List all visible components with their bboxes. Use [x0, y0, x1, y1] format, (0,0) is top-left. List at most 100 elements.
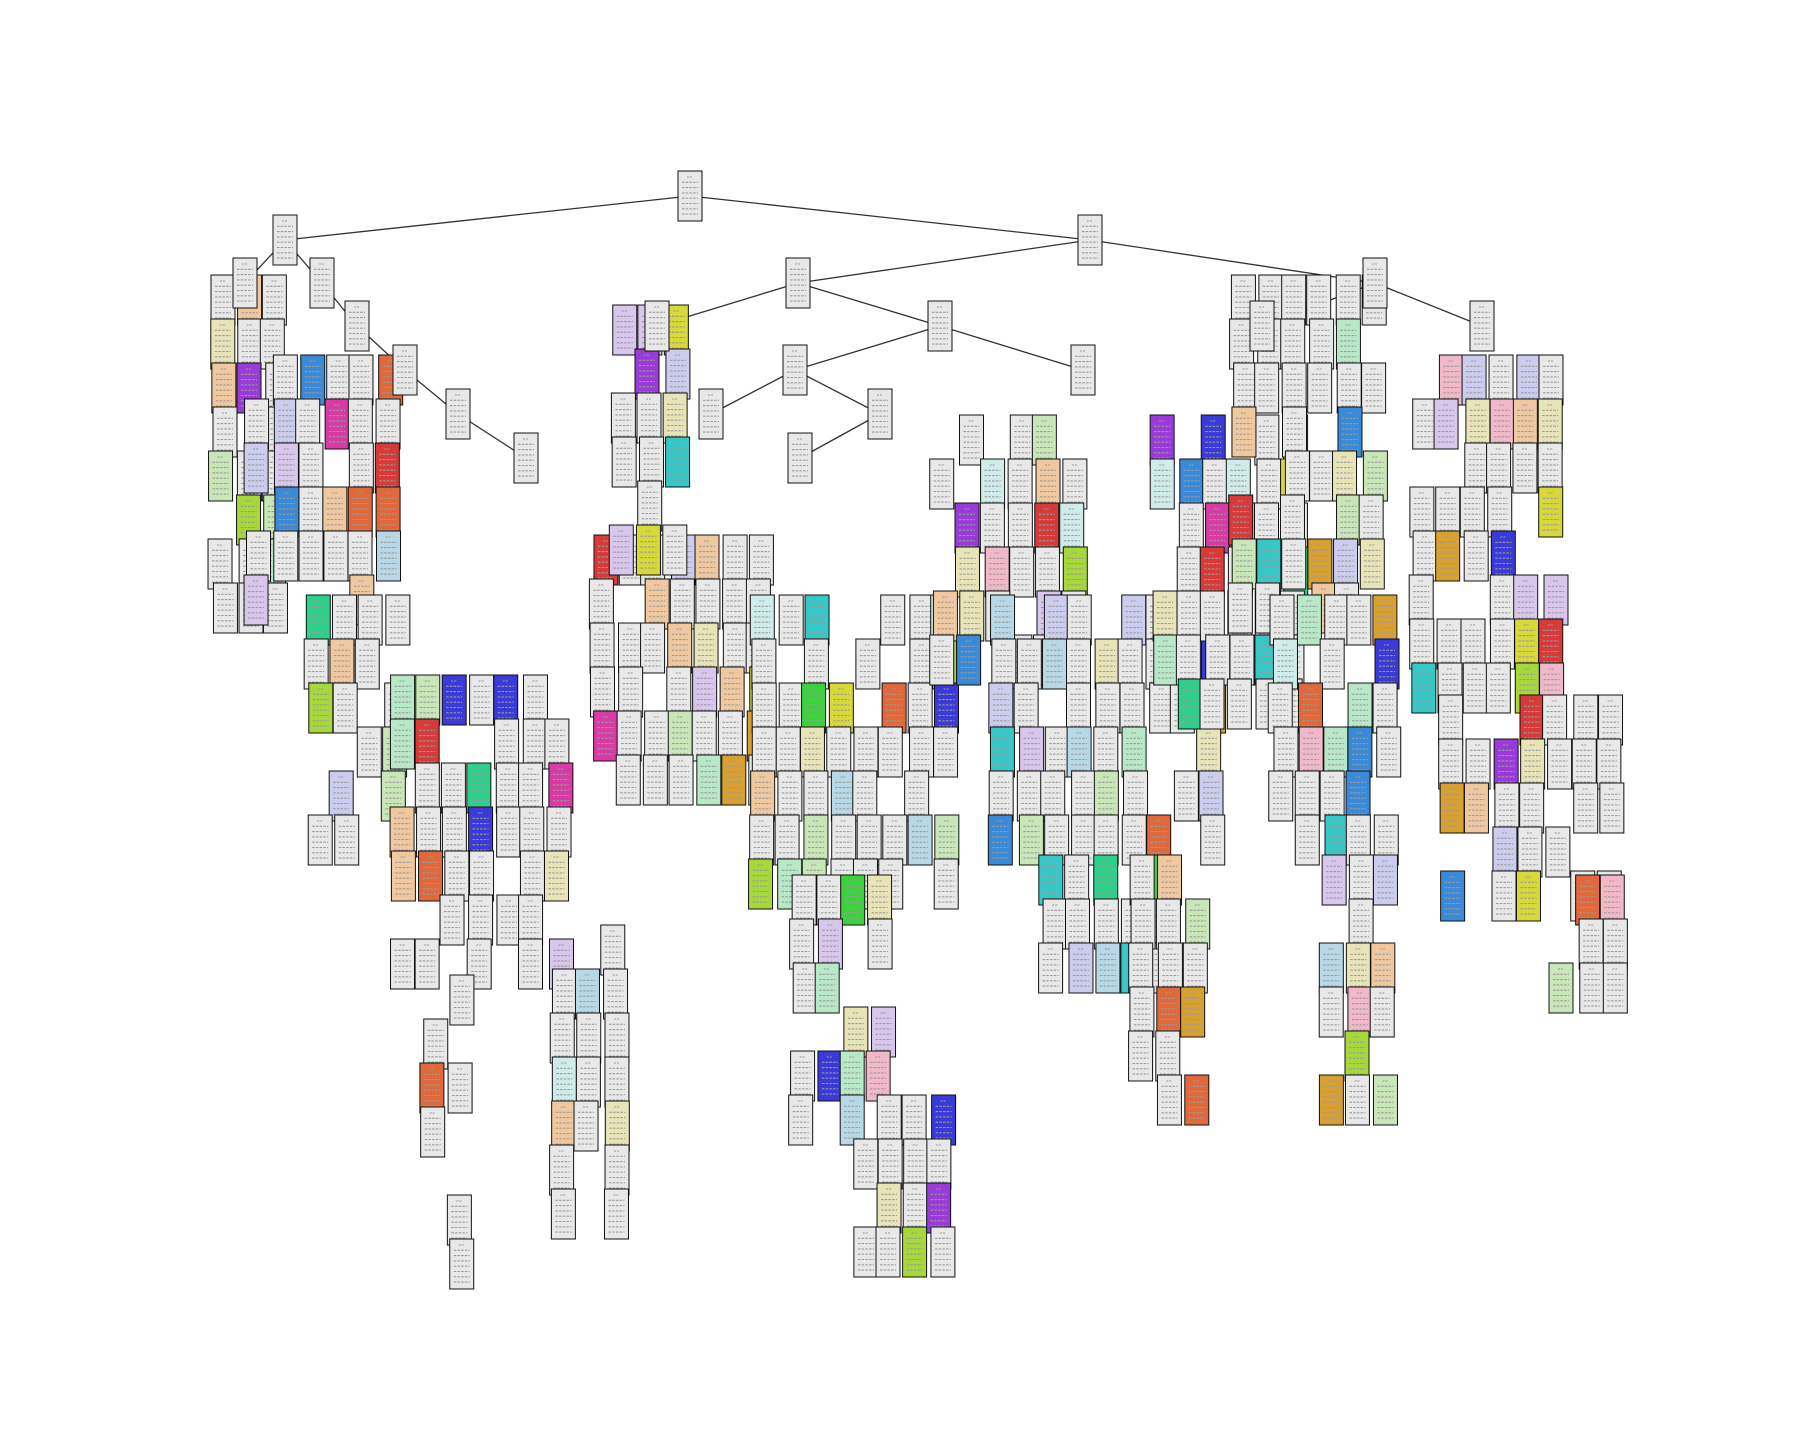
tree-node [1512, 442, 1538, 494]
tree-node [519, 850, 545, 902]
tree-node [749, 594, 775, 646]
tree-node [1411, 662, 1437, 714]
tree-node [243, 442, 269, 494]
tree-node [801, 682, 827, 734]
tree-node [440, 762, 466, 814]
tree-node [1545, 826, 1571, 878]
tree-node [1281, 538, 1307, 590]
tree-node [1038, 854, 1064, 906]
tree-node [1318, 1074, 1344, 1126]
tree-node [1155, 1030, 1181, 1082]
tree-node [1281, 362, 1307, 414]
tree-node [376, 530, 402, 582]
tree-node [348, 442, 374, 494]
tree-node [901, 1094, 927, 1146]
tree-node [909, 726, 935, 778]
tree-node [1309, 450, 1335, 502]
tree-node [933, 726, 959, 778]
tree-node [875, 1226, 901, 1278]
tree-node [272, 214, 298, 266]
tree-node [804, 594, 830, 646]
tree-node [1517, 826, 1543, 878]
tree-node [1463, 530, 1489, 582]
tree-node [1374, 638, 1400, 690]
tree-node [867, 874, 893, 926]
tree-node [775, 726, 801, 778]
tree-node [1042, 638, 1068, 690]
tree-node [1491, 870, 1517, 922]
tree-node [1412, 398, 1438, 450]
tree-node [1200, 814, 1226, 866]
tree-node [988, 770, 1014, 822]
tree-node [1199, 546, 1225, 598]
tree-node [348, 354, 374, 406]
tree-node [1573, 694, 1599, 746]
tree-node [692, 666, 718, 718]
tree-node [1347, 682, 1373, 734]
tree-node [677, 170, 703, 222]
tree-node [274, 486, 300, 538]
tree-edge [797, 282, 941, 327]
tree-node [600, 924, 626, 976]
tree-node [1155, 898, 1181, 950]
tree-node [323, 530, 349, 582]
tree-node [466, 762, 492, 814]
tree-node [790, 1050, 816, 1102]
tree-node [1182, 942, 1208, 994]
tree-node [1229, 634, 1255, 686]
tree-node [1336, 362, 1362, 414]
tree-node [1199, 590, 1225, 642]
tree-node [839, 1094, 865, 1146]
tree-node [544, 718, 570, 770]
tree-node [1268, 770, 1294, 822]
tree-node [608, 524, 634, 576]
tree-node [439, 894, 465, 946]
tree-node [522, 718, 548, 770]
tree-node [634, 348, 660, 400]
tree-node [853, 726, 879, 778]
tree-node [840, 874, 866, 926]
tree-node [445, 388, 471, 440]
tree-node [390, 674, 416, 726]
tree-node [1279, 494, 1305, 546]
tree-node [979, 502, 1005, 554]
tree-node [1175, 634, 1201, 686]
tree-node [1321, 854, 1347, 906]
tree-node [1548, 962, 1574, 1014]
tree-node [669, 578, 695, 630]
tree-node [644, 300, 670, 352]
tree-node [1199, 678, 1225, 730]
tree-node [839, 1050, 865, 1102]
tree-node [1233, 362, 1259, 414]
tree-node [1095, 682, 1121, 734]
tree-node [1370, 942, 1396, 994]
tree-node [1596, 738, 1622, 790]
tree-node [1306, 274, 1332, 326]
tree-node [1280, 318, 1306, 370]
tree-node [347, 398, 373, 450]
tree-node [1372, 854, 1398, 906]
tree-node [693, 622, 719, 674]
tree-node [1547, 738, 1573, 790]
tree-node [749, 814, 775, 866]
tree-node [1009, 546, 1035, 598]
tree-node [1348, 854, 1374, 906]
tree-node [931, 1094, 957, 1146]
tree-node [1173, 770, 1199, 822]
tree-node [1205, 634, 1231, 686]
tree-node [1123, 770, 1149, 822]
tree-node [246, 530, 272, 582]
tree-node [1575, 874, 1601, 926]
tree-node [550, 1188, 576, 1240]
tree-node [1062, 458, 1088, 510]
tree-node [303, 638, 329, 690]
tree-node [617, 622, 643, 674]
tree-node [1256, 538, 1282, 590]
tree-node [1059, 502, 1085, 554]
tree-node [722, 578, 748, 630]
tree-node [1435, 530, 1461, 582]
tree-node [1323, 726, 1349, 778]
tree-node [637, 480, 663, 532]
tree-node [390, 850, 416, 902]
tree-node [871, 1006, 897, 1058]
